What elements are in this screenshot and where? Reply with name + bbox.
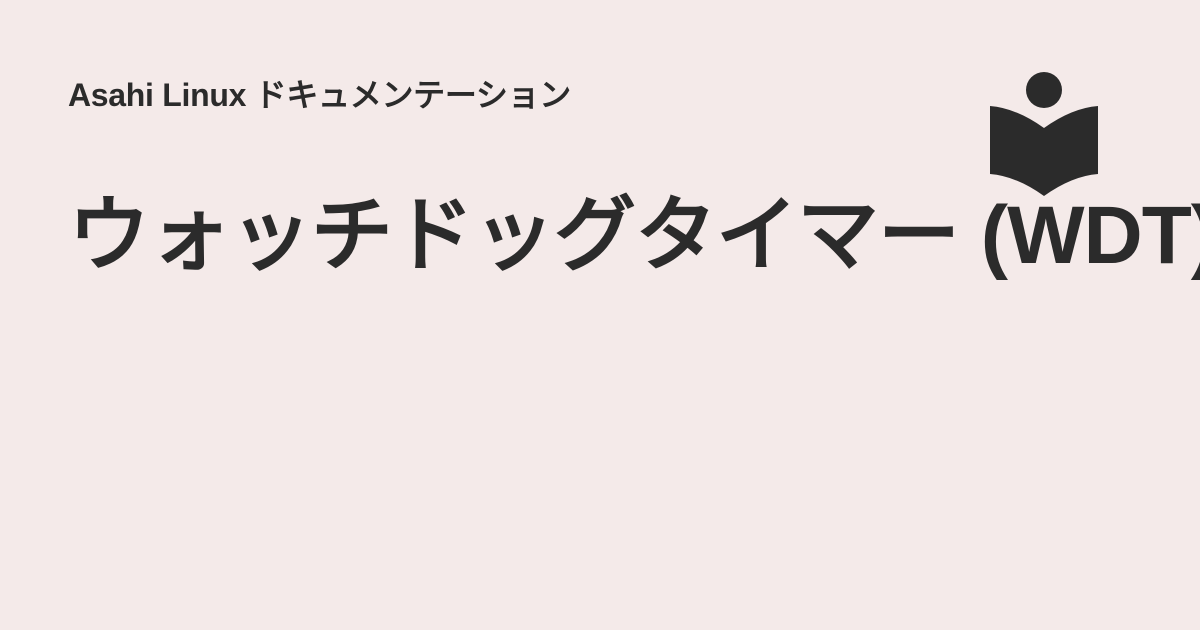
site-title: Asahi Linux ドキュメンテーション <box>68 77 572 113</box>
page-title: ウォッチドッグタイマー (WDT) <box>68 190 1200 281</box>
reading-person-book-icon <box>990 72 1098 196</box>
